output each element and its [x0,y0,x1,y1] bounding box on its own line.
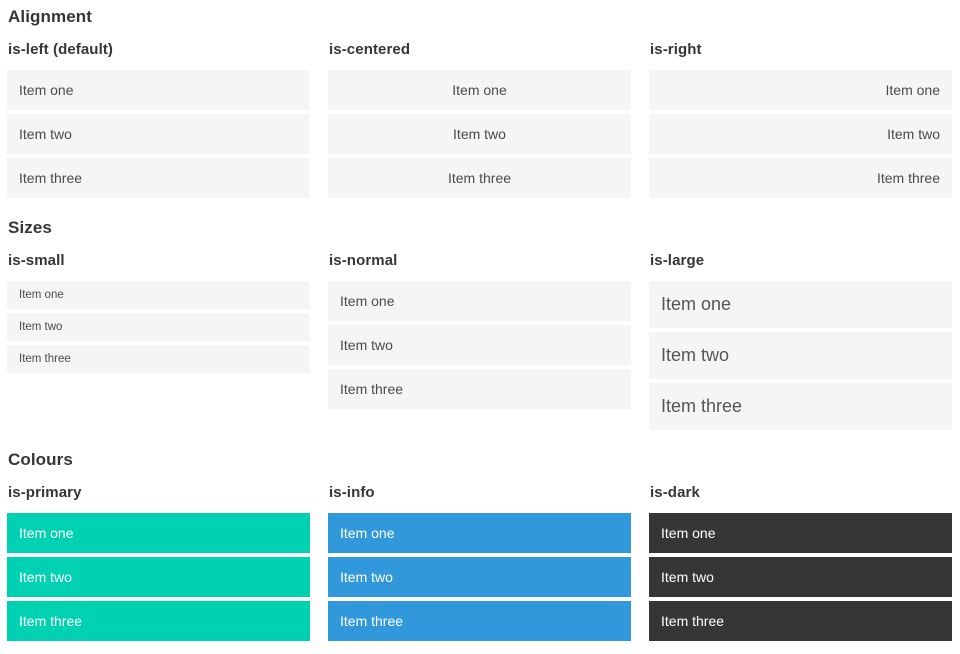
list-item: Item three [328,601,631,641]
item-list-left: Item one Item two Item three [7,70,310,198]
column-dark: is-dark Item one Item two Item three [649,483,952,641]
list-item: Item one [328,281,631,321]
list-item: Item three [649,601,952,641]
list-item: Item three [7,601,310,641]
list-item: Item two [328,114,631,154]
item-list-right: Item one Item two Item three [649,70,952,198]
section-sizes: Sizes is-small Item one Item two Item three i… [7,216,952,430]
list-item: Item two [7,313,310,341]
column-heading: is-info [329,484,375,501]
item-list-info: Item one Item two Item three [328,513,631,641]
list-item: Item one [328,513,631,553]
section-title: Alignment [8,7,93,26]
column-heading: is-primary [8,484,82,501]
list-item: Item three [7,158,310,198]
item-list-large: Item one Item two Item three [649,281,952,430]
list-item: Item two [649,114,952,154]
list-item: Item three [328,369,631,409]
list-item: Item two [7,557,310,597]
section-alignment: Alignment is-left (default) Item one Item t… [7,5,952,198]
column-left: is-left (default) Item one Item two Item th… [7,40,310,198]
list-item: Item two [7,114,310,154]
list-item: Item one [7,281,310,309]
column-heading: is-left (default) [8,41,114,58]
list-item: Item one [7,513,310,553]
item-list-small: Item one Item two Item three [7,281,310,373]
columns-row: is-left (default) Item one Item two Item th… [7,40,952,198]
section-title: Sizes [8,218,52,237]
list-item: Item three [7,345,310,373]
list-item: Item two [328,557,631,597]
column-heading: is-normal [329,252,398,269]
columns-row: is-small Item one Item two Item three is-nor… [7,251,952,430]
column-info: is-info Item one Item two Item three [328,483,631,641]
list-item: Item three [649,158,952,198]
column-heading: is-small [8,252,65,269]
section-colours: Colours is-primary Item one Item two Item th… [7,448,952,641]
list-item: Item two [649,557,952,597]
column-heading: is-right [650,41,702,58]
column-heading: is-dark [650,484,700,501]
list-item: Item two [328,325,631,365]
list-item: Item two [649,332,952,379]
list-item: Item one [649,513,952,553]
item-list-primary: Item one Item two Item three [7,513,310,641]
list-item: Item one [328,70,631,110]
list-item: Item one [7,70,310,110]
item-list-centered: Item one Item two Item three [328,70,631,198]
column-right: is-right Item one Item two Item three [649,40,952,198]
list-item: Item one [649,281,952,328]
item-list-normal: Item one Item two Item three [328,281,631,409]
column-small: is-small Item one Item two Item three [7,251,310,373]
section-title: Colours [8,450,73,469]
columns-row: is-primary Item one Item two Item three is-i… [7,483,952,641]
column-centered: is-centered Item one Item two Item three [328,40,631,198]
column-heading: is-centered [329,41,411,58]
column-heading: is-large [650,252,705,269]
list-item: Item three [649,383,952,430]
column-normal: is-normal Item one Item two Item three [328,251,631,409]
column-large: is-large Item one Item two Item three [649,251,952,430]
column-primary: is-primary Item one Item two Item three [7,483,310,641]
list-item: Item one [649,70,952,110]
item-list-dark: Item one Item two Item three [649,513,952,641]
list-item: Item three [328,158,631,198]
